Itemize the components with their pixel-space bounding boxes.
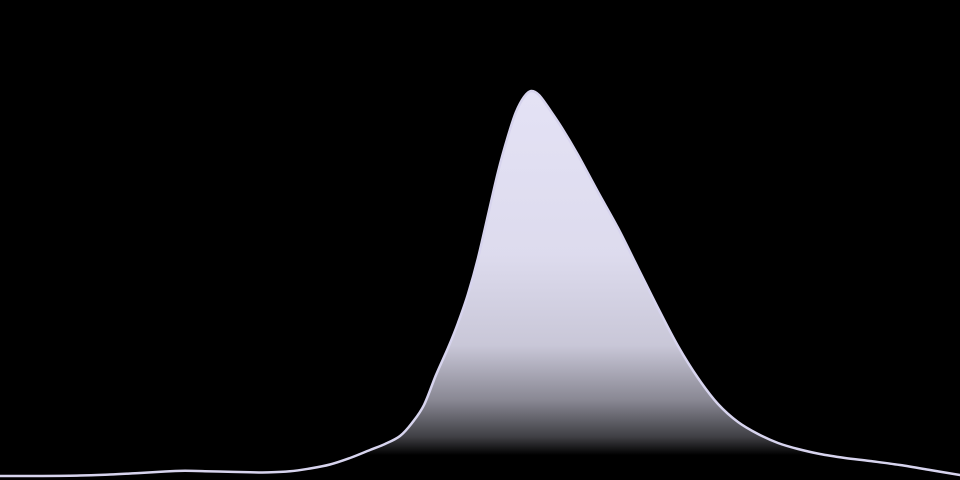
density-area-fill bbox=[0, 90, 960, 480]
density-curve-line bbox=[0, 89, 960, 478]
